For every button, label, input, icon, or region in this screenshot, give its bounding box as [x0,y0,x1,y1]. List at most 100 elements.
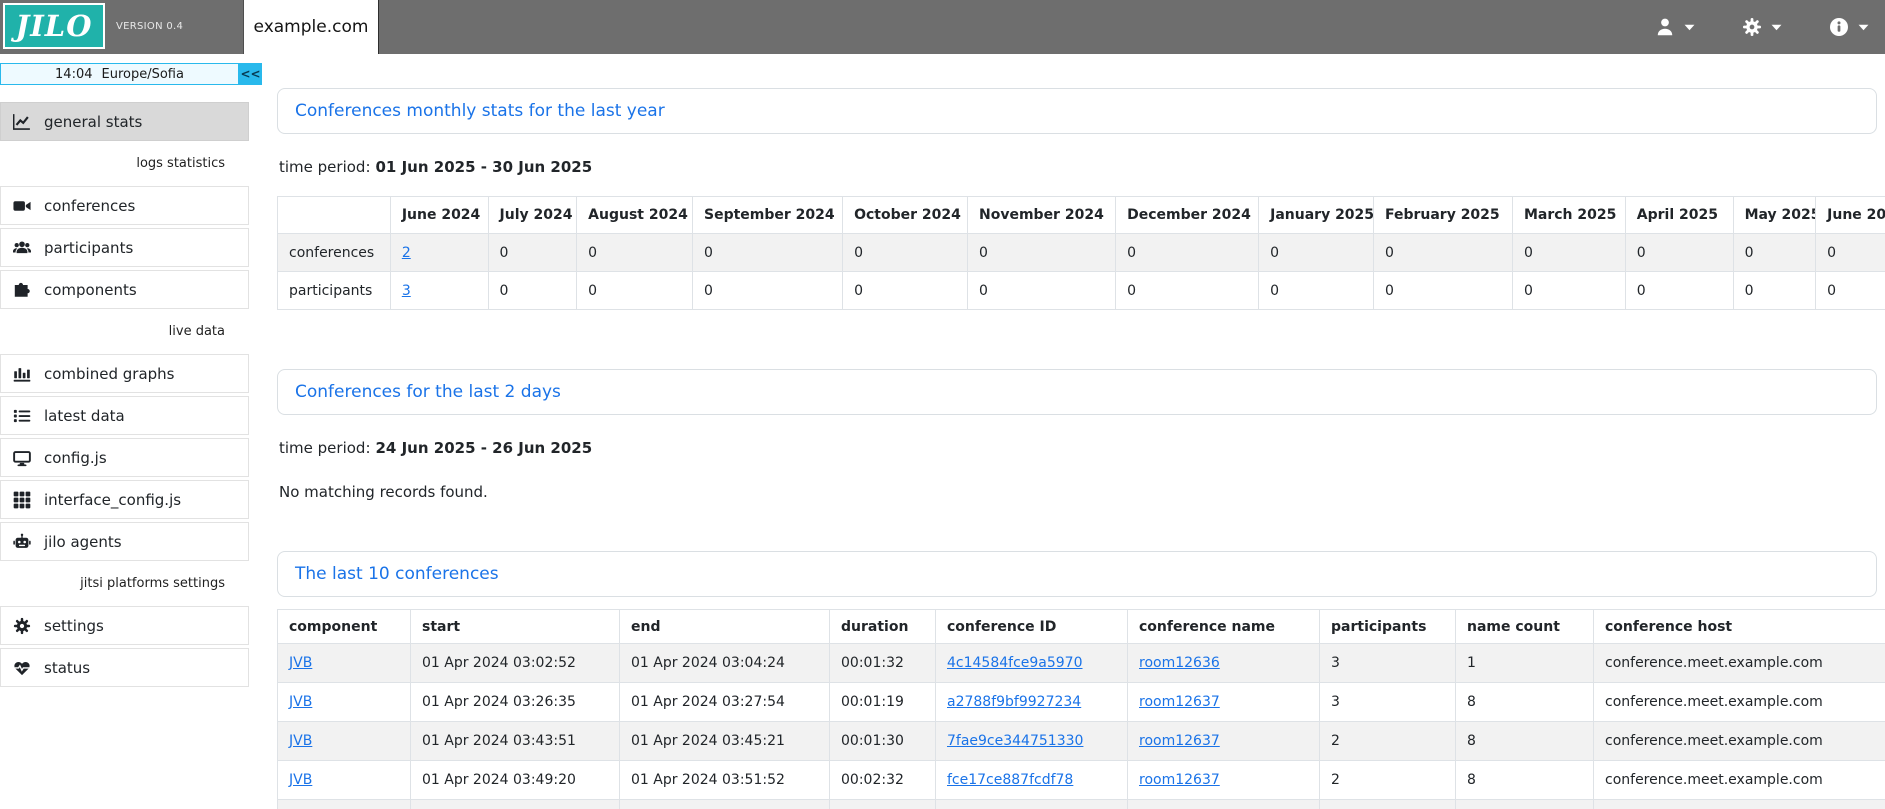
table-cell: 01 Apr 2024 03:45:21 [620,722,830,761]
sidebar-item-latest-data[interactable]: latest data [0,396,249,435]
cell-link[interactable]: JVB [289,655,312,671]
section-title-last-2-days: Conferences for the last 2 days [277,369,1877,415]
table-cell: conference.meet.example.com [1594,683,1885,722]
section-title-text: Conferences for the last 2 days [295,382,561,402]
cell-link[interactable]: JVB [289,733,312,749]
sidebar-item-interface-config-js[interactable]: interface_config.js [0,480,249,519]
sidebar-item-status[interactable]: status [0,648,249,687]
table-cell: JVB [278,722,411,761]
column-header: January 2025 [1259,197,1374,234]
sidebar-section-header: jitsi platforms settings [0,564,249,603]
table-cell: 0 [1625,234,1733,272]
table-cell: 0 [1512,234,1625,272]
sidebar-item-label: latest data [44,407,125,425]
column-header: conference host [1594,610,1885,644]
column-header: duration [830,610,936,644]
table-cell: 0 [488,234,577,272]
gear-icon [1742,17,1762,37]
sidebar-item-label: components [44,281,137,299]
table-cell: 4c14584fce9a5970 [936,644,1128,683]
table-cell: 3 [1320,644,1456,683]
sidebar-item-participants[interactable]: participants [0,228,249,267]
cell-link[interactable]: 4c14584fce9a5970 [947,655,1083,671]
column-header: conference name [1128,610,1320,644]
cell-link[interactable]: room12637 [1139,694,1220,710]
app-logo: JILO [3,3,105,49]
table-cell: 00:01:32 [830,644,936,683]
table-cell: room12637 [1128,761,1320,800]
table-cell: 0 [843,272,968,310]
sidebar-item-jilo-agents[interactable]: jilo agents [0,522,249,561]
header-menus [1608,0,1885,54]
no-records-message: No matching records found. [279,483,1885,501]
settings-menu[interactable] [1742,17,1782,37]
column-header: conference ID [936,610,1128,644]
time-period-value: 01 Jun 2025 - 30 Jun 2025 [376,158,593,176]
table-cell: 0 [1259,272,1374,310]
table-cell: 0 [1116,234,1259,272]
table-cell: 01 Apr 2024 03:51:57 [411,800,620,809]
cell-link[interactable]: 7fae9ce344751330 [947,733,1083,749]
last-conferences-table: componentstartenddurationconference IDco… [277,609,1885,809]
table-cell: 01 Apr 2024 03:27:54 [620,683,830,722]
table-cell: 0 [577,272,693,310]
grid-icon [13,491,31,509]
cell-link[interactable]: 2 [402,245,411,261]
table-cell: JVB [278,761,411,800]
user-menu[interactable] [1655,17,1695,37]
table-cell: 0 [968,234,1116,272]
table-cell: 01 Apr 2024 03:26:35 [411,683,620,722]
top-header-bar: JILO VERSION 0.4 example.com [0,0,1885,54]
sidebar-item-combined-graphs[interactable]: combined graphs [0,354,249,393]
table-cell: 01 Apr 2024 03:43:51 [411,722,620,761]
table-cell: conference.meet.example.com [1594,800,1885,809]
column-header: February 2025 [1373,197,1512,234]
table-row: JVB01 Apr 2024 03:51:5701 Apr 2024 03:52… [278,800,1885,809]
cell-link[interactable]: fce17ce887fcdf78 [947,772,1073,788]
caret-down-icon [1684,24,1695,31]
table-cell: 2 [1320,761,1456,800]
caret-down-icon [1858,24,1869,31]
column-header: May 2025 [1733,197,1816,234]
sidebar-collapse-button[interactable]: << [239,63,262,85]
table-cell: room12637 [1128,800,1320,809]
column-header: component [278,610,411,644]
cell-link[interactable]: room12636 [1139,655,1220,671]
table-cell: 0 [693,272,843,310]
sidebar-item-label: settings [44,617,104,635]
table-cell: conferences [278,234,391,272]
table-cell: 8 [1456,800,1594,809]
chart-bar-icon [13,365,31,383]
column-header: June 2024 [390,197,488,234]
table-row: JVB01 Apr 2024 03:02:5201 Apr 2024 03:04… [278,644,1885,683]
sidebar-item-conferences[interactable]: conferences [0,186,249,225]
table-cell: JVB [278,683,411,722]
info-menu[interactable] [1829,17,1869,37]
sidebar-item-config-js[interactable]: config.js [0,438,249,477]
sidebar-item-label: jilo agents [44,533,122,551]
section-title-text: The last 10 conferences [295,564,499,584]
sidebar-item-general-stats[interactable]: general stats [0,102,249,141]
table-cell: 0 [1259,234,1374,272]
cell-link[interactable]: JVB [289,694,312,710]
column-header: August 2024 [577,197,693,234]
time-period-value: 24 Jun 2025 - 26 Jun 2025 [376,439,593,457]
cell-link[interactable]: room12637 [1139,772,1220,788]
sidebar-item-components[interactable]: components [0,270,249,309]
cell-link[interactable]: JVB [289,772,312,788]
sidebar-item-settings[interactable]: settings [0,606,249,645]
tab-example-com[interactable]: example.com [243,0,379,54]
cell-link[interactable]: 3 [402,283,411,299]
cell-link[interactable]: a2788f9bf9927234 [947,694,1081,710]
table-cell: 2 [1320,800,1456,809]
table-header-row: componentstartenddurationconference IDco… [278,610,1885,644]
table-cell: JVB [278,800,411,809]
cell-link[interactable]: room12637 [1139,733,1220,749]
table-cell: 8c116568f5201f28 [936,800,1128,809]
table-cell: participants [278,272,391,310]
robot-icon [13,533,31,551]
monthly-stats-table: June 2024July 2024August 2024September 2… [277,196,1885,310]
table-cell: conference.meet.example.com [1594,761,1885,800]
time-period-2: time period:24 Jun 2025 - 26 Jun 2025 [279,439,1885,457]
table-cell: 00:01:30 [830,722,936,761]
